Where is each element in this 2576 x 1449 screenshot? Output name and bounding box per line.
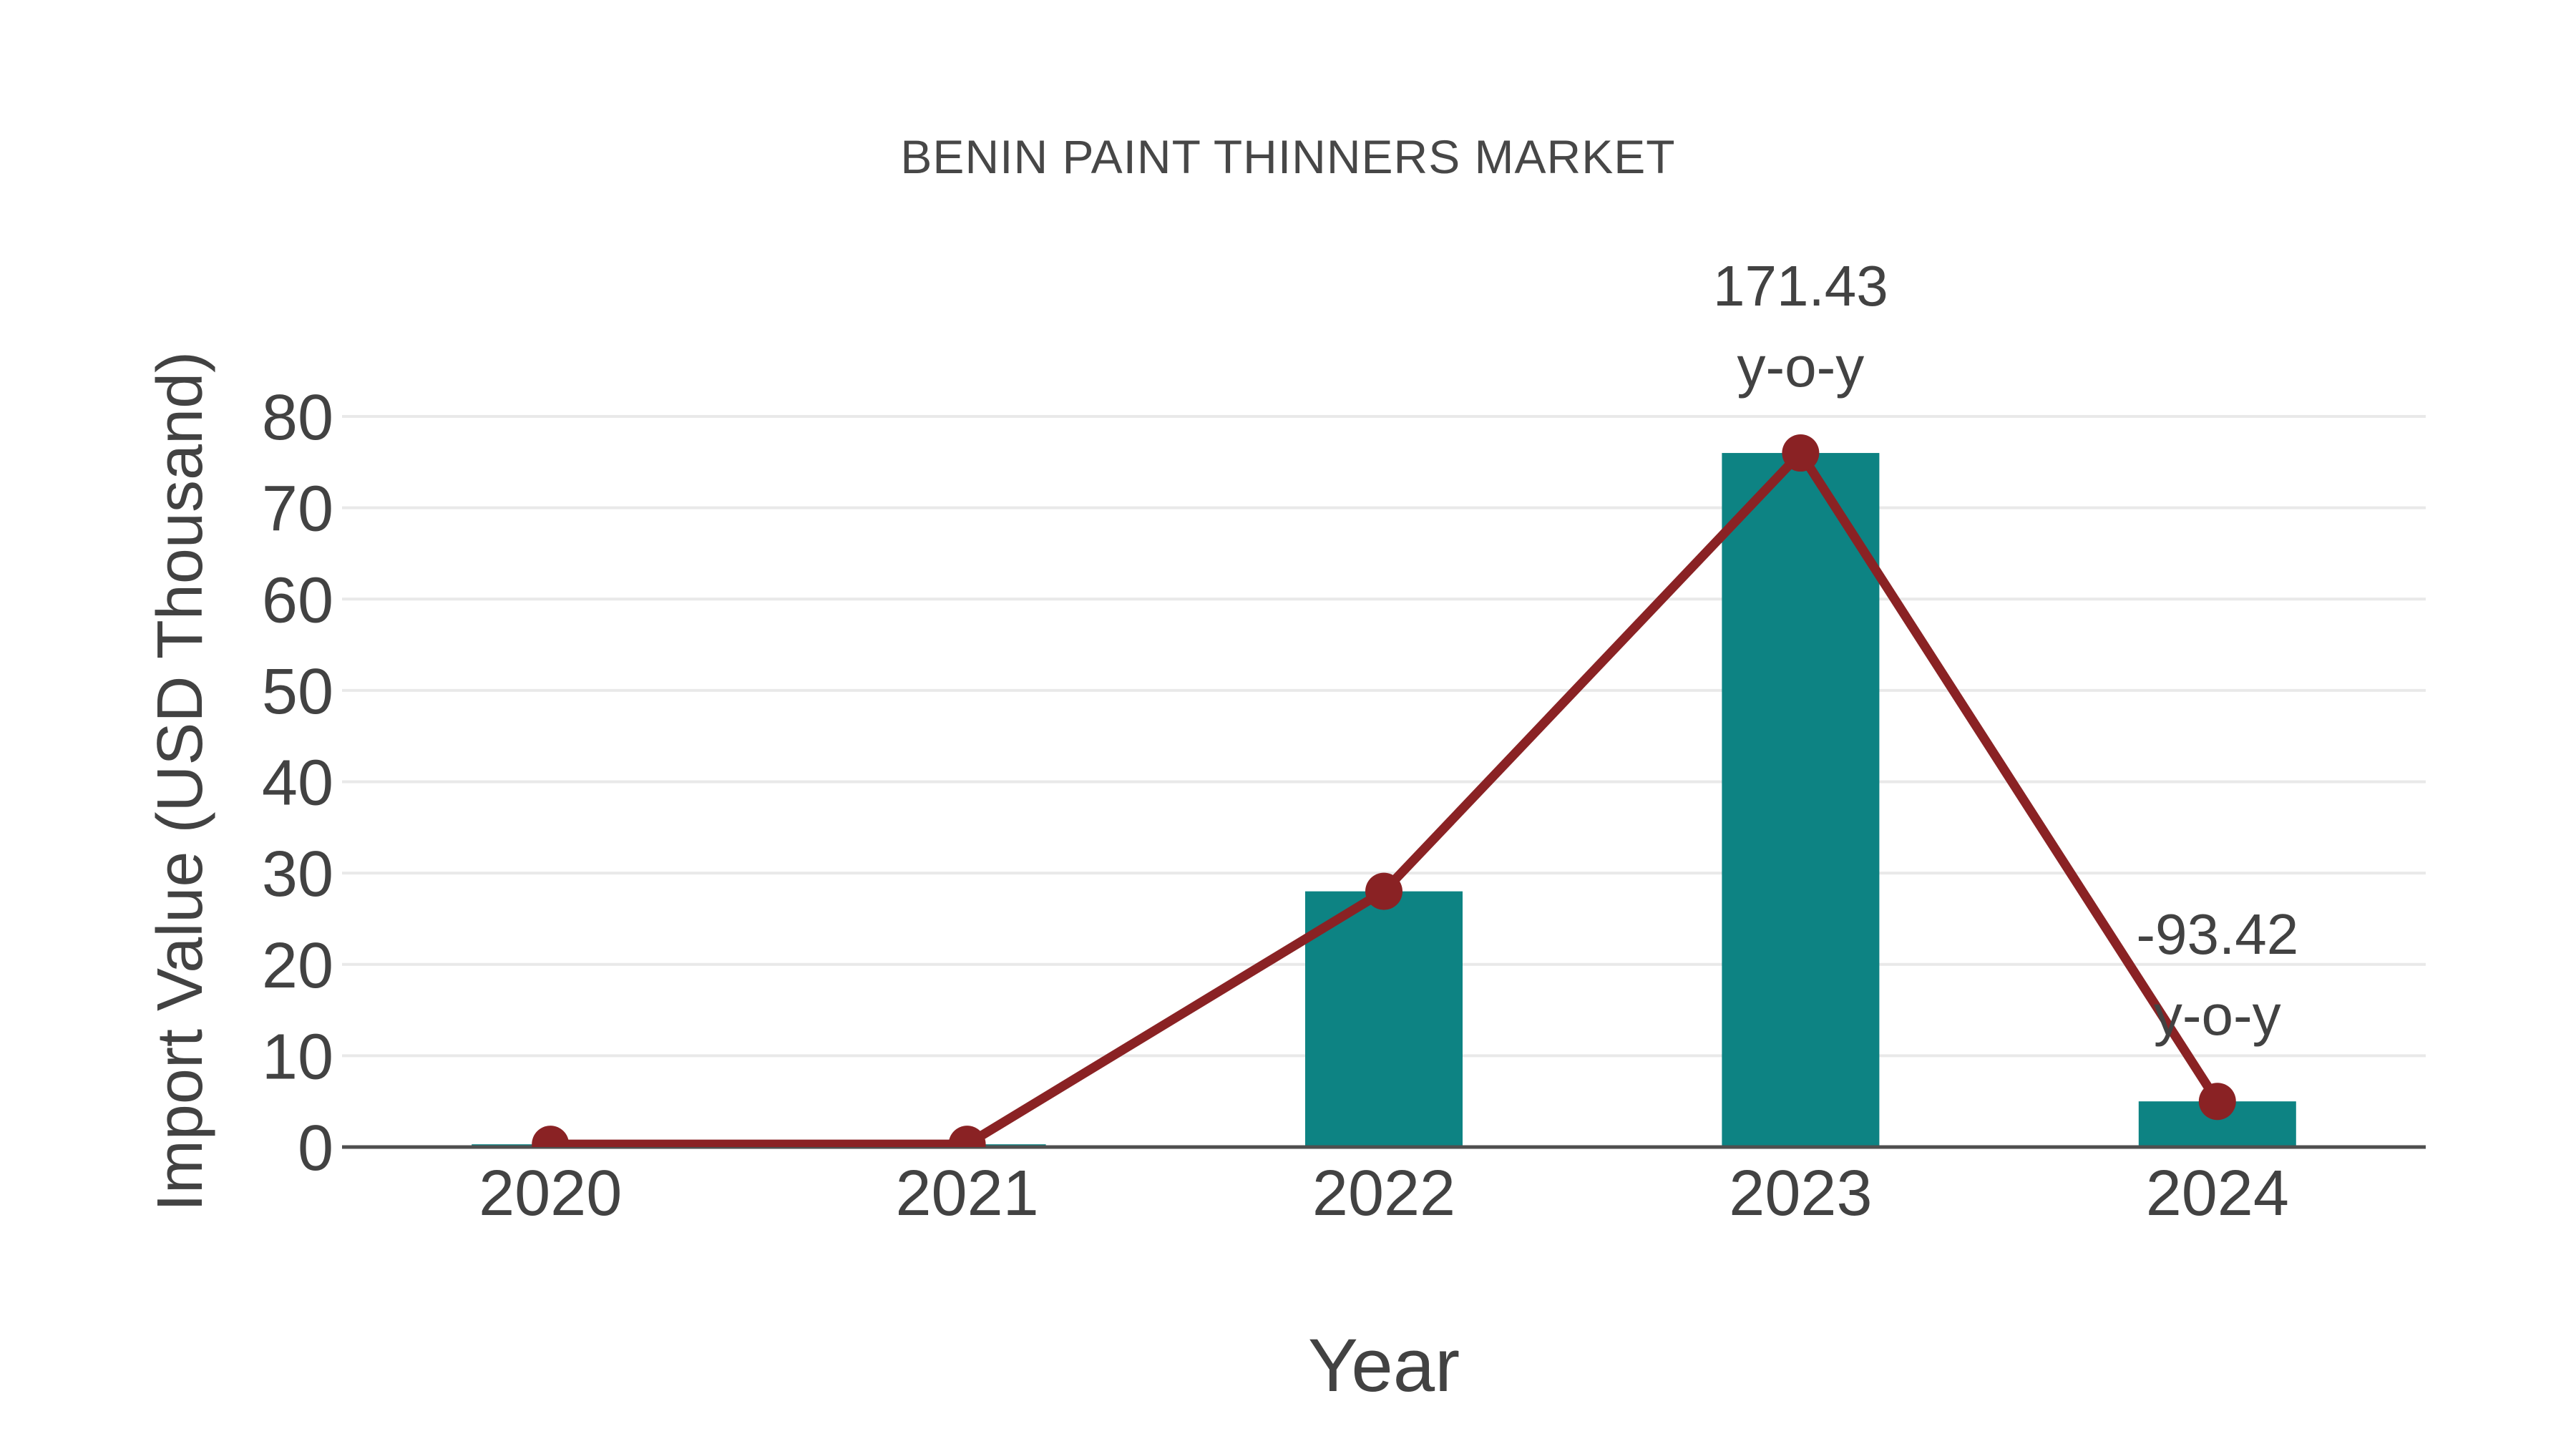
bar-2022 — [1305, 891, 1463, 1147]
y-tick-label-60: 60 — [262, 565, 333, 636]
marker-2022 — [1365, 872, 1402, 910]
marker-2024 — [2198, 1083, 2236, 1121]
y-tick-label-0: 0 — [298, 1113, 333, 1184]
y-tick-label-40: 40 — [262, 748, 333, 819]
x-tick-label-2020: 2020 — [479, 1158, 622, 1229]
annotation-value-2023: 171.43 — [1713, 254, 1888, 318]
annotation-unit-2024: y-o-y — [2154, 983, 2281, 1047]
marker-2023 — [1782, 434, 1820, 472]
annotation-value-2024: -93.42 — [2136, 902, 2298, 966]
bar-2023 — [1722, 453, 1880, 1147]
x-tick-label-2024: 2024 — [2146, 1158, 2289, 1229]
y-tick-label-20: 20 — [262, 930, 333, 1002]
annotation-unit-2023: y-o-y — [1737, 335, 1865, 399]
y-tick-label-30: 30 — [262, 839, 333, 910]
x-tick-label-2023: 2023 — [1729, 1158, 1872, 1229]
x-tick-label-2022: 2022 — [1312, 1158, 1455, 1229]
marker-2021 — [948, 1126, 986, 1147]
annotation-2024: -93.42 y-o-y — [2136, 902, 2298, 1047]
marker-2020 — [532, 1126, 570, 1147]
chart-title: BENIN PAINT THINNERS MARKET — [900, 130, 1676, 183]
annotation-2023: 171.43 y-o-y — [1713, 254, 1888, 399]
x-axis-title: Year — [1307, 1324, 1460, 1407]
y-tick-label-70: 70 — [262, 474, 333, 545]
x-tick-label-2021: 2021 — [895, 1158, 1038, 1229]
y-tick-label-10: 10 — [262, 1021, 333, 1093]
y-tick-label-50: 50 — [262, 656, 333, 728]
y-tick-label-80: 80 — [262, 382, 333, 454]
